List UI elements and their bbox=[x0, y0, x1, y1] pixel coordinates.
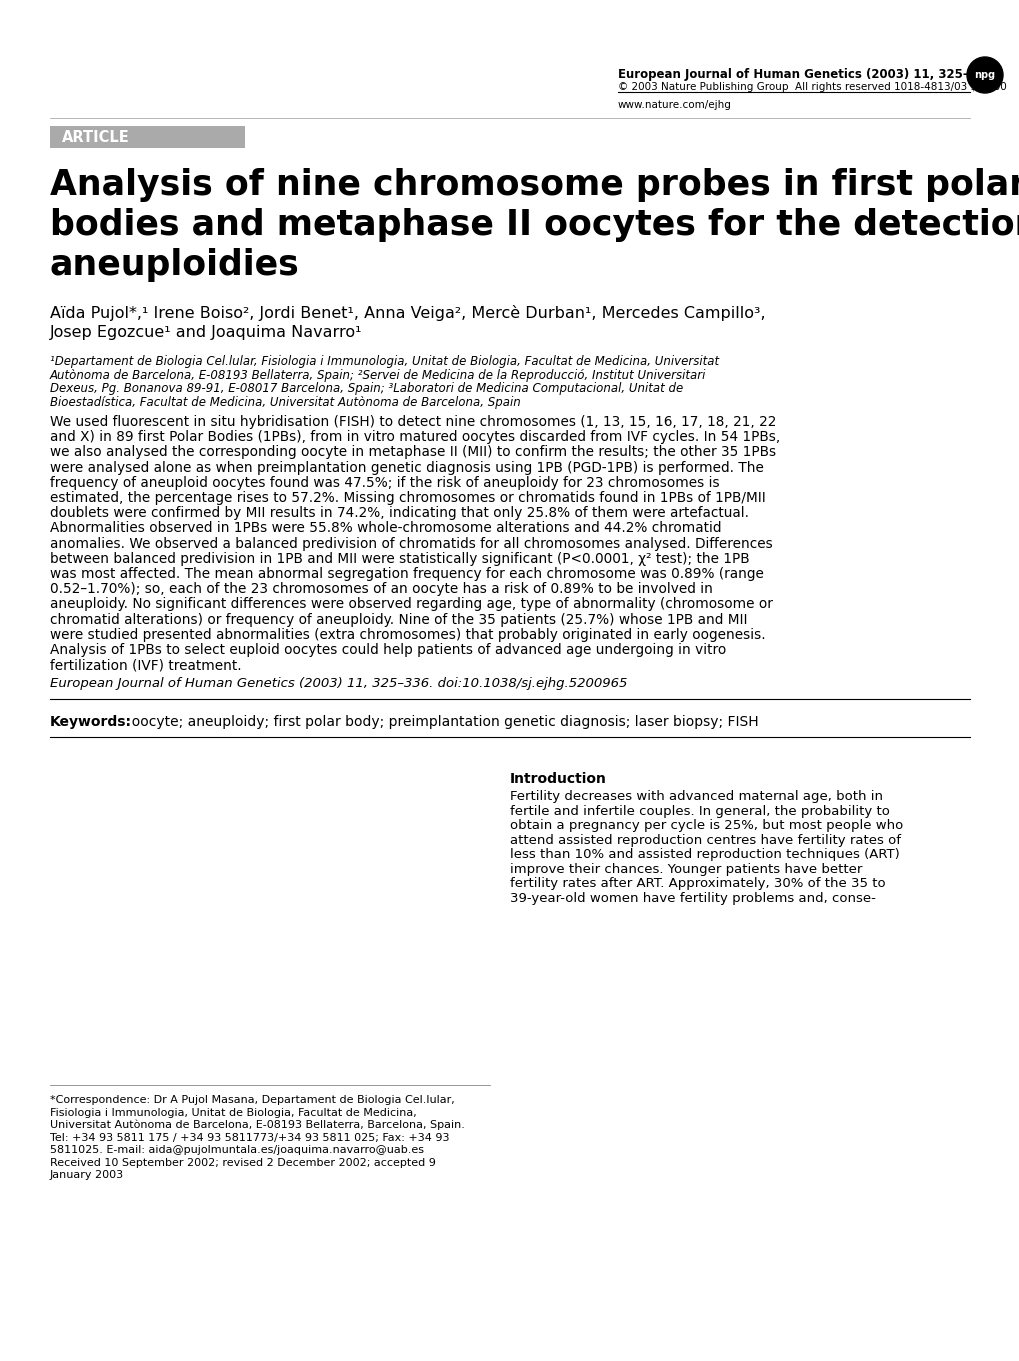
Text: January 2003: January 2003 bbox=[50, 1170, 124, 1180]
Text: ¹Departament de Biologia Cel.lular, Fisiologia i Immunologia, Unitat de Biologia: ¹Departament de Biologia Cel.lular, Fisi… bbox=[50, 355, 718, 367]
Text: we also analysed the corresponding oocyte in metaphase II (MII) to confirm the r: we also analysed the corresponding oocyt… bbox=[50, 445, 775, 460]
Text: aneuploidy. No significant differences were observed regarding age, type of abno: aneuploidy. No significant differences w… bbox=[50, 597, 772, 611]
Text: between balanced predivision in 1PB and MII were statistically significant (P<0.: between balanced predivision in 1PB and … bbox=[50, 551, 749, 566]
Text: European Journal of Human Genetics (2003) 11, 325–336. doi:10.1038/sj.ejhg.52009: European Journal of Human Genetics (2003… bbox=[50, 678, 627, 690]
Text: bodies and metaphase II oocytes for the detection of: bodies and metaphase II oocytes for the … bbox=[50, 208, 1019, 242]
Text: Received 10 September 2002; revised 2 December 2002; accepted 9: Received 10 September 2002; revised 2 De… bbox=[50, 1157, 435, 1168]
Text: obtain a pregnancy per cycle is 25%, but most people who: obtain a pregnancy per cycle is 25%, but… bbox=[510, 819, 903, 833]
Text: © 2003 Nature Publishing Group  All rights reserved 1018-4813/03 $25.00: © 2003 Nature Publishing Group All right… bbox=[618, 82, 1006, 93]
Text: npg: npg bbox=[973, 69, 995, 80]
Text: *Correspondence: Dr A Pujol Masana, Departament de Biologia Cel.lular,: *Correspondence: Dr A Pujol Masana, Depa… bbox=[50, 1096, 454, 1105]
Text: Analysis of 1PBs to select euploid oocytes could help patients of advanced age u: Analysis of 1PBs to select euploid oocyt… bbox=[50, 642, 726, 657]
Text: Abnormalities observed in 1PBs were 55.8% whole-chromosome alterations and 44.2%: Abnormalities observed in 1PBs were 55.8… bbox=[50, 521, 720, 535]
Text: Autònoma de Barcelona, E-08193 Bellaterra, Spain; ²Servei de Medicina de la Repr: Autònoma de Barcelona, E-08193 Bellaterr… bbox=[50, 369, 706, 381]
Text: www.nature.com/ejhg: www.nature.com/ejhg bbox=[618, 99, 732, 110]
Text: anomalies. We observed a balanced predivision of chromatids for all chromosomes : anomalies. We observed a balanced prediv… bbox=[50, 536, 772, 551]
Text: ARTICLE: ARTICLE bbox=[62, 129, 129, 144]
FancyBboxPatch shape bbox=[50, 127, 245, 148]
Text: estimated, the percentage rises to 57.2%. Missing chromosomes or chromatids foun: estimated, the percentage rises to 57.2%… bbox=[50, 491, 765, 505]
Text: Dexeus, Pg. Bonanova 89-91, E-08017 Barcelona, Spain; ³Laboratori de Medicina Co: Dexeus, Pg. Bonanova 89-91, E-08017 Barc… bbox=[50, 382, 683, 395]
Text: doublets were confirmed by MII results in 74.2%, indicating that only 25.8% of t: doublets were confirmed by MII results i… bbox=[50, 506, 748, 520]
Text: 5811025. E-mail: aida@pujolmuntala.es/joaquima.navarro@uab.es: 5811025. E-mail: aida@pujolmuntala.es/jo… bbox=[50, 1145, 424, 1155]
Text: frequency of aneuploid oocytes found was 47.5%; if the risk of aneuploidy for 23: frequency of aneuploid oocytes found was… bbox=[50, 476, 719, 490]
Text: 0.52–1.70%); so, each of the 23 chromosomes of an oocyte has a risk of 0.89% to : 0.52–1.70%); so, each of the 23 chromoso… bbox=[50, 583, 712, 596]
Text: oocyte; aneuploidy; first polar body; preimplantation genetic diagnosis; laser b: oocyte; aneuploidy; first polar body; pr… bbox=[123, 716, 758, 729]
Text: Josep Egozcue¹ and Joaquima Navarro¹: Josep Egozcue¹ and Joaquima Navarro¹ bbox=[50, 325, 362, 340]
Text: Analysis of nine chromosome probes in first polar: Analysis of nine chromosome probes in fi… bbox=[50, 167, 1019, 201]
Text: were studied presented abnormalities (extra chromosomes) that probably originate: were studied presented abnormalities (ex… bbox=[50, 627, 765, 642]
Text: Bioestadística, Facultat de Medicina, Universitat Autònoma de Barcelona, Spain: Bioestadística, Facultat de Medicina, Un… bbox=[50, 396, 521, 408]
Text: Fisiologia i Immunologia, Unitat de Biologia, Facultat de Medicina,: Fisiologia i Immunologia, Unitat de Biol… bbox=[50, 1108, 417, 1117]
Text: We used fluorescent in situ hybridisation (FISH) to detect nine chromosomes (1, : We used fluorescent in situ hybridisatio… bbox=[50, 415, 775, 429]
Circle shape bbox=[966, 57, 1002, 93]
Text: attend assisted reproduction centres have fertility rates of: attend assisted reproduction centres hav… bbox=[510, 834, 900, 847]
Text: were analysed alone as when preimplantation genetic diagnosis using 1PB (PGD-1PB: were analysed alone as when preimplantat… bbox=[50, 460, 763, 475]
Text: Universitat Autònoma de Barcelona, E-08193 Bellaterra, Barcelona, Spain.: Universitat Autònoma de Barcelona, E-081… bbox=[50, 1120, 465, 1131]
Text: Aïda Pujol*,¹ Irene Boiso², Jordi Benet¹, Anna Veiga², Mercè Durban¹, Mercedes C: Aïda Pujol*,¹ Irene Boiso², Jordi Benet¹… bbox=[50, 305, 765, 321]
Text: fertilization (IVF) treatment.: fertilization (IVF) treatment. bbox=[50, 659, 242, 672]
Text: was most affected. The mean abnormal segregation frequency for each chromosome w: was most affected. The mean abnormal seg… bbox=[50, 568, 763, 581]
Text: European Journal of Human Genetics (2003) 11, 325–336: European Journal of Human Genetics (2003… bbox=[618, 68, 993, 82]
Text: fertility rates after ART. Approximately, 30% of the 35 to: fertility rates after ART. Approximately… bbox=[510, 878, 884, 890]
Text: and X) in 89 first Polar Bodies (1PBs), from in vitro matured oocytes discarded : and X) in 89 first Polar Bodies (1PBs), … bbox=[50, 430, 780, 444]
Text: less than 10% and assisted reproduction techniques (ART): less than 10% and assisted reproduction … bbox=[510, 848, 899, 862]
Text: 39-year-old women have fertility problems and, conse-: 39-year-old women have fertility problem… bbox=[510, 891, 875, 905]
Text: improve their chances. Younger patients have better: improve their chances. Younger patients … bbox=[510, 863, 861, 876]
Text: Keywords:: Keywords: bbox=[50, 716, 131, 729]
Text: Fertility decreases with advanced maternal age, both in: Fertility decreases with advanced matern… bbox=[510, 791, 882, 803]
Text: fertile and infertile couples. In general, the probability to: fertile and infertile couples. In genera… bbox=[510, 804, 889, 818]
Text: chromatid alterations) or frequency of aneuploidy. Nine of the 35 patients (25.7: chromatid alterations) or frequency of a… bbox=[50, 612, 747, 626]
Text: Tel: +34 93 5811 175 / +34 93 5811773/+34 93 5811 025; Fax: +34 93: Tel: +34 93 5811 175 / +34 93 5811773/+3… bbox=[50, 1132, 449, 1142]
Text: Introduction: Introduction bbox=[510, 773, 606, 787]
Text: aneuploidies: aneuploidies bbox=[50, 248, 300, 282]
